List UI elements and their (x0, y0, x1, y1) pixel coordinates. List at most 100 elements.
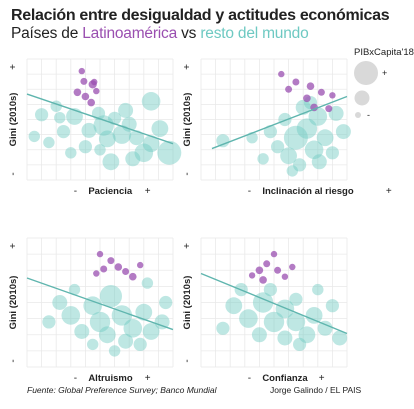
latam-point (255, 266, 264, 275)
world-point (89, 311, 111, 333)
world-point (151, 120, 169, 137)
x-axis-label: Inclinación al riesgo (262, 186, 354, 197)
world-point (275, 299, 295, 319)
world-point (125, 151, 141, 167)
world-point (102, 153, 120, 171)
world-point (251, 327, 267, 343)
world-point (52, 295, 68, 310)
y-axis-label: Gini (2010s) (182, 93, 193, 147)
world-point (293, 158, 307, 172)
latam-point (306, 82, 315, 90)
y-plus-label: + (8, 64, 19, 70)
latam-point (278, 70, 285, 78)
world-point (286, 312, 306, 332)
x-minus-label: - (74, 373, 77, 384)
source-note: Fuente: Global Preference Survey; Banco … (27, 385, 217, 395)
world-point (308, 107, 328, 126)
trend-line (26, 93, 174, 145)
world-point (216, 134, 230, 148)
legend-bubble-small (355, 112, 361, 118)
world-point (108, 345, 121, 357)
world-point (99, 285, 122, 308)
world-point (216, 321, 230, 335)
world-point (35, 108, 49, 122)
x-minus-label: - (74, 186, 77, 197)
world-point (295, 99, 311, 115)
world-point (280, 147, 297, 165)
latam-point (281, 273, 289, 280)
latam-point (78, 67, 86, 75)
chart-title: Relación entre desigualdad y actitudes e… (11, 7, 390, 24)
world-point (283, 125, 308, 150)
world-point (239, 309, 258, 328)
latam-point (285, 85, 293, 93)
trend-line (211, 95, 348, 150)
world-point (271, 140, 285, 154)
world-point (65, 147, 77, 159)
subtitle-latam: Latinoamérica (82, 25, 178, 42)
world-point (278, 112, 292, 127)
world-point (112, 125, 132, 144)
world-point (154, 314, 170, 330)
y-axis-label: Gini (2010s) (8, 276, 19, 330)
world-point (286, 165, 298, 177)
latam-point (129, 272, 137, 281)
panel-1 (26, 58, 182, 181)
latam-point (292, 78, 300, 86)
latam-point (259, 276, 267, 284)
world-point (78, 140, 92, 154)
x-axis-label: Paciencia (88, 186, 133, 197)
world-point (134, 143, 154, 163)
world-point (157, 140, 182, 165)
subtitle-world: resto del mundo (200, 25, 309, 42)
y-plus-label: + (182, 64, 193, 70)
latam-point (289, 263, 296, 271)
latam-point (80, 77, 88, 85)
world-point (61, 306, 81, 325)
legend-minus: - (367, 110, 370, 120)
y-minus-label: - (182, 172, 193, 175)
world-point (296, 118, 318, 139)
world-point (263, 311, 285, 333)
world-point (98, 326, 116, 344)
x-plus-label: + (319, 373, 325, 384)
world-point (311, 154, 327, 170)
world-point (142, 323, 160, 340)
world-point (42, 315, 56, 329)
latam-point (270, 250, 278, 258)
world-point (332, 330, 348, 346)
legend-bubble-large (354, 61, 378, 85)
world-point (118, 333, 134, 349)
y-axis-label: Gini (2010s) (182, 276, 193, 330)
latam-point (248, 272, 256, 279)
world-point (56, 125, 71, 139)
world-point (305, 307, 323, 324)
x-plus-label: + (145, 373, 151, 384)
latam-point (303, 94, 311, 103)
trend-line (26, 277, 174, 331)
latam-point (274, 266, 282, 274)
world-point (263, 125, 277, 139)
y-axis-label: Gini (2010s) (8, 93, 19, 147)
x-minus-label: - (248, 186, 251, 197)
world-point (54, 112, 66, 124)
y-minus-label: - (8, 359, 19, 362)
world-point (293, 337, 307, 351)
world-point (135, 303, 153, 321)
latam-point (317, 88, 325, 96)
world-point (68, 283, 81, 296)
world-point (74, 324, 90, 339)
world-point (325, 299, 339, 313)
credit-note: Jorge Galindo / EL PAIS (270, 385, 362, 395)
world-point (263, 283, 277, 297)
latam-point (93, 87, 100, 95)
world-point (289, 292, 303, 306)
panel-2 (200, 58, 351, 181)
world-point (225, 297, 243, 315)
latam-point (137, 261, 144, 269)
latam-point (91, 78, 98, 86)
latam-point (87, 98, 95, 107)
world-point (277, 330, 293, 346)
world-point (316, 129, 334, 147)
x-axis-label: Confianza (262, 373, 308, 384)
